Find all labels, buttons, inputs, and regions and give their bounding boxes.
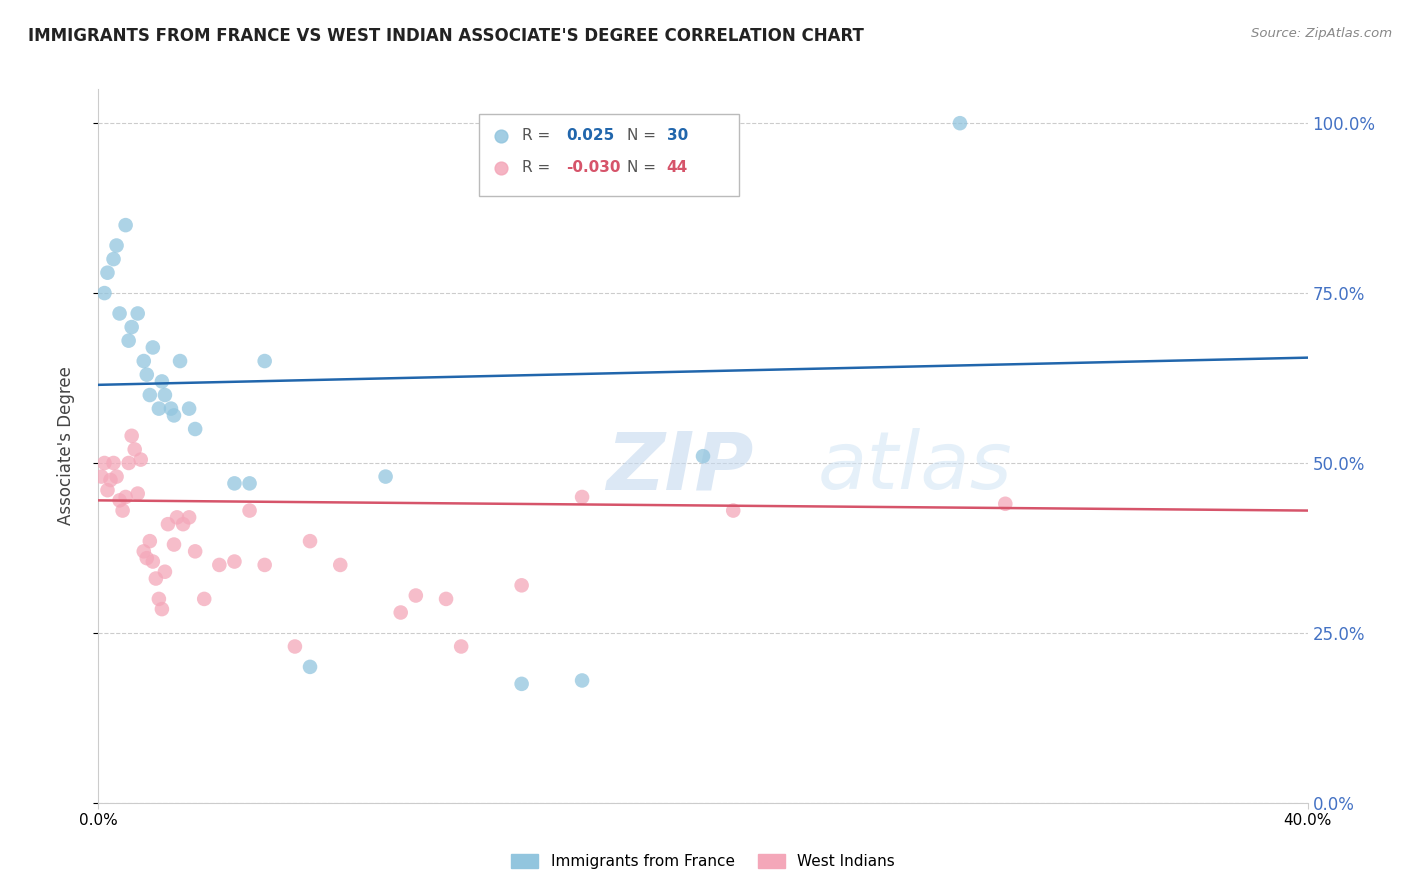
Point xyxy=(224,555,246,569)
Text: N =: N = xyxy=(627,161,655,175)
Point xyxy=(108,306,131,320)
Text: R =: R = xyxy=(522,161,550,175)
Point xyxy=(142,555,165,569)
Point xyxy=(166,510,188,524)
Point xyxy=(145,572,167,586)
Text: N =: N = xyxy=(627,128,655,143)
Text: atlas: atlas xyxy=(818,428,1012,507)
Point xyxy=(949,116,972,130)
Text: R =: R = xyxy=(522,128,550,143)
Point xyxy=(114,218,136,232)
Point xyxy=(153,565,176,579)
Point xyxy=(692,449,714,463)
Point xyxy=(434,591,457,606)
Point xyxy=(184,544,207,558)
Point xyxy=(93,286,115,301)
Point xyxy=(97,789,120,804)
Point xyxy=(510,677,533,691)
Point xyxy=(224,476,246,491)
Point xyxy=(156,517,179,532)
Point xyxy=(160,401,183,416)
Point xyxy=(148,591,170,606)
Point xyxy=(105,469,128,483)
Text: 0.025: 0.025 xyxy=(567,128,614,143)
Point xyxy=(450,640,472,654)
Point xyxy=(114,490,136,504)
Point xyxy=(163,409,186,423)
Point xyxy=(208,558,231,572)
Point xyxy=(172,517,194,532)
Point xyxy=(163,537,186,551)
Point xyxy=(135,368,157,382)
Point xyxy=(118,334,141,348)
Point xyxy=(299,660,322,674)
Point xyxy=(132,354,155,368)
FancyBboxPatch shape xyxy=(479,114,740,196)
Point xyxy=(179,510,201,524)
Point xyxy=(150,602,173,616)
Point xyxy=(96,266,118,280)
Point xyxy=(253,354,276,368)
Point xyxy=(124,442,146,457)
Point xyxy=(723,503,745,517)
Text: Source: ZipAtlas.com: Source: ZipAtlas.com xyxy=(1251,27,1392,40)
Point xyxy=(179,401,201,416)
Text: 44: 44 xyxy=(666,161,688,175)
Point xyxy=(169,354,191,368)
Point xyxy=(111,503,134,517)
Point xyxy=(97,789,120,804)
Point xyxy=(127,306,149,320)
Point xyxy=(90,469,112,483)
Text: 30: 30 xyxy=(666,128,688,143)
Point xyxy=(148,401,170,416)
Point xyxy=(239,476,262,491)
Point xyxy=(329,558,352,572)
Point xyxy=(100,473,122,487)
Point xyxy=(374,469,396,483)
Point xyxy=(108,493,131,508)
Point xyxy=(121,320,143,334)
Text: ZIP: ZIP xyxy=(606,428,754,507)
Point xyxy=(571,673,593,688)
Point xyxy=(253,558,276,572)
Point xyxy=(389,606,412,620)
Point xyxy=(284,640,307,654)
Point xyxy=(139,388,162,402)
Y-axis label: Associate's Degree: Associate's Degree xyxy=(56,367,75,525)
Point xyxy=(118,456,141,470)
Point xyxy=(129,452,152,467)
Point xyxy=(571,490,593,504)
Point xyxy=(994,497,1017,511)
Point xyxy=(121,429,143,443)
Point xyxy=(103,456,125,470)
Point xyxy=(127,486,149,500)
Point xyxy=(193,591,215,606)
Text: -0.030: -0.030 xyxy=(567,161,621,175)
Point xyxy=(510,578,533,592)
Point xyxy=(150,375,173,389)
Point xyxy=(96,483,118,498)
Point xyxy=(139,534,162,549)
Legend: Immigrants from France, West Indians: Immigrants from France, West Indians xyxy=(505,847,901,875)
Point xyxy=(132,544,155,558)
Point xyxy=(153,388,176,402)
Point xyxy=(299,534,322,549)
Text: IMMIGRANTS FROM FRANCE VS WEST INDIAN ASSOCIATE'S DEGREE CORRELATION CHART: IMMIGRANTS FROM FRANCE VS WEST INDIAN AS… xyxy=(28,27,865,45)
Point xyxy=(239,503,262,517)
Point xyxy=(135,551,157,566)
Point xyxy=(142,341,165,355)
Point xyxy=(405,589,427,603)
Point xyxy=(184,422,207,436)
Point xyxy=(93,456,115,470)
Point xyxy=(103,252,125,266)
Point xyxy=(105,238,128,252)
